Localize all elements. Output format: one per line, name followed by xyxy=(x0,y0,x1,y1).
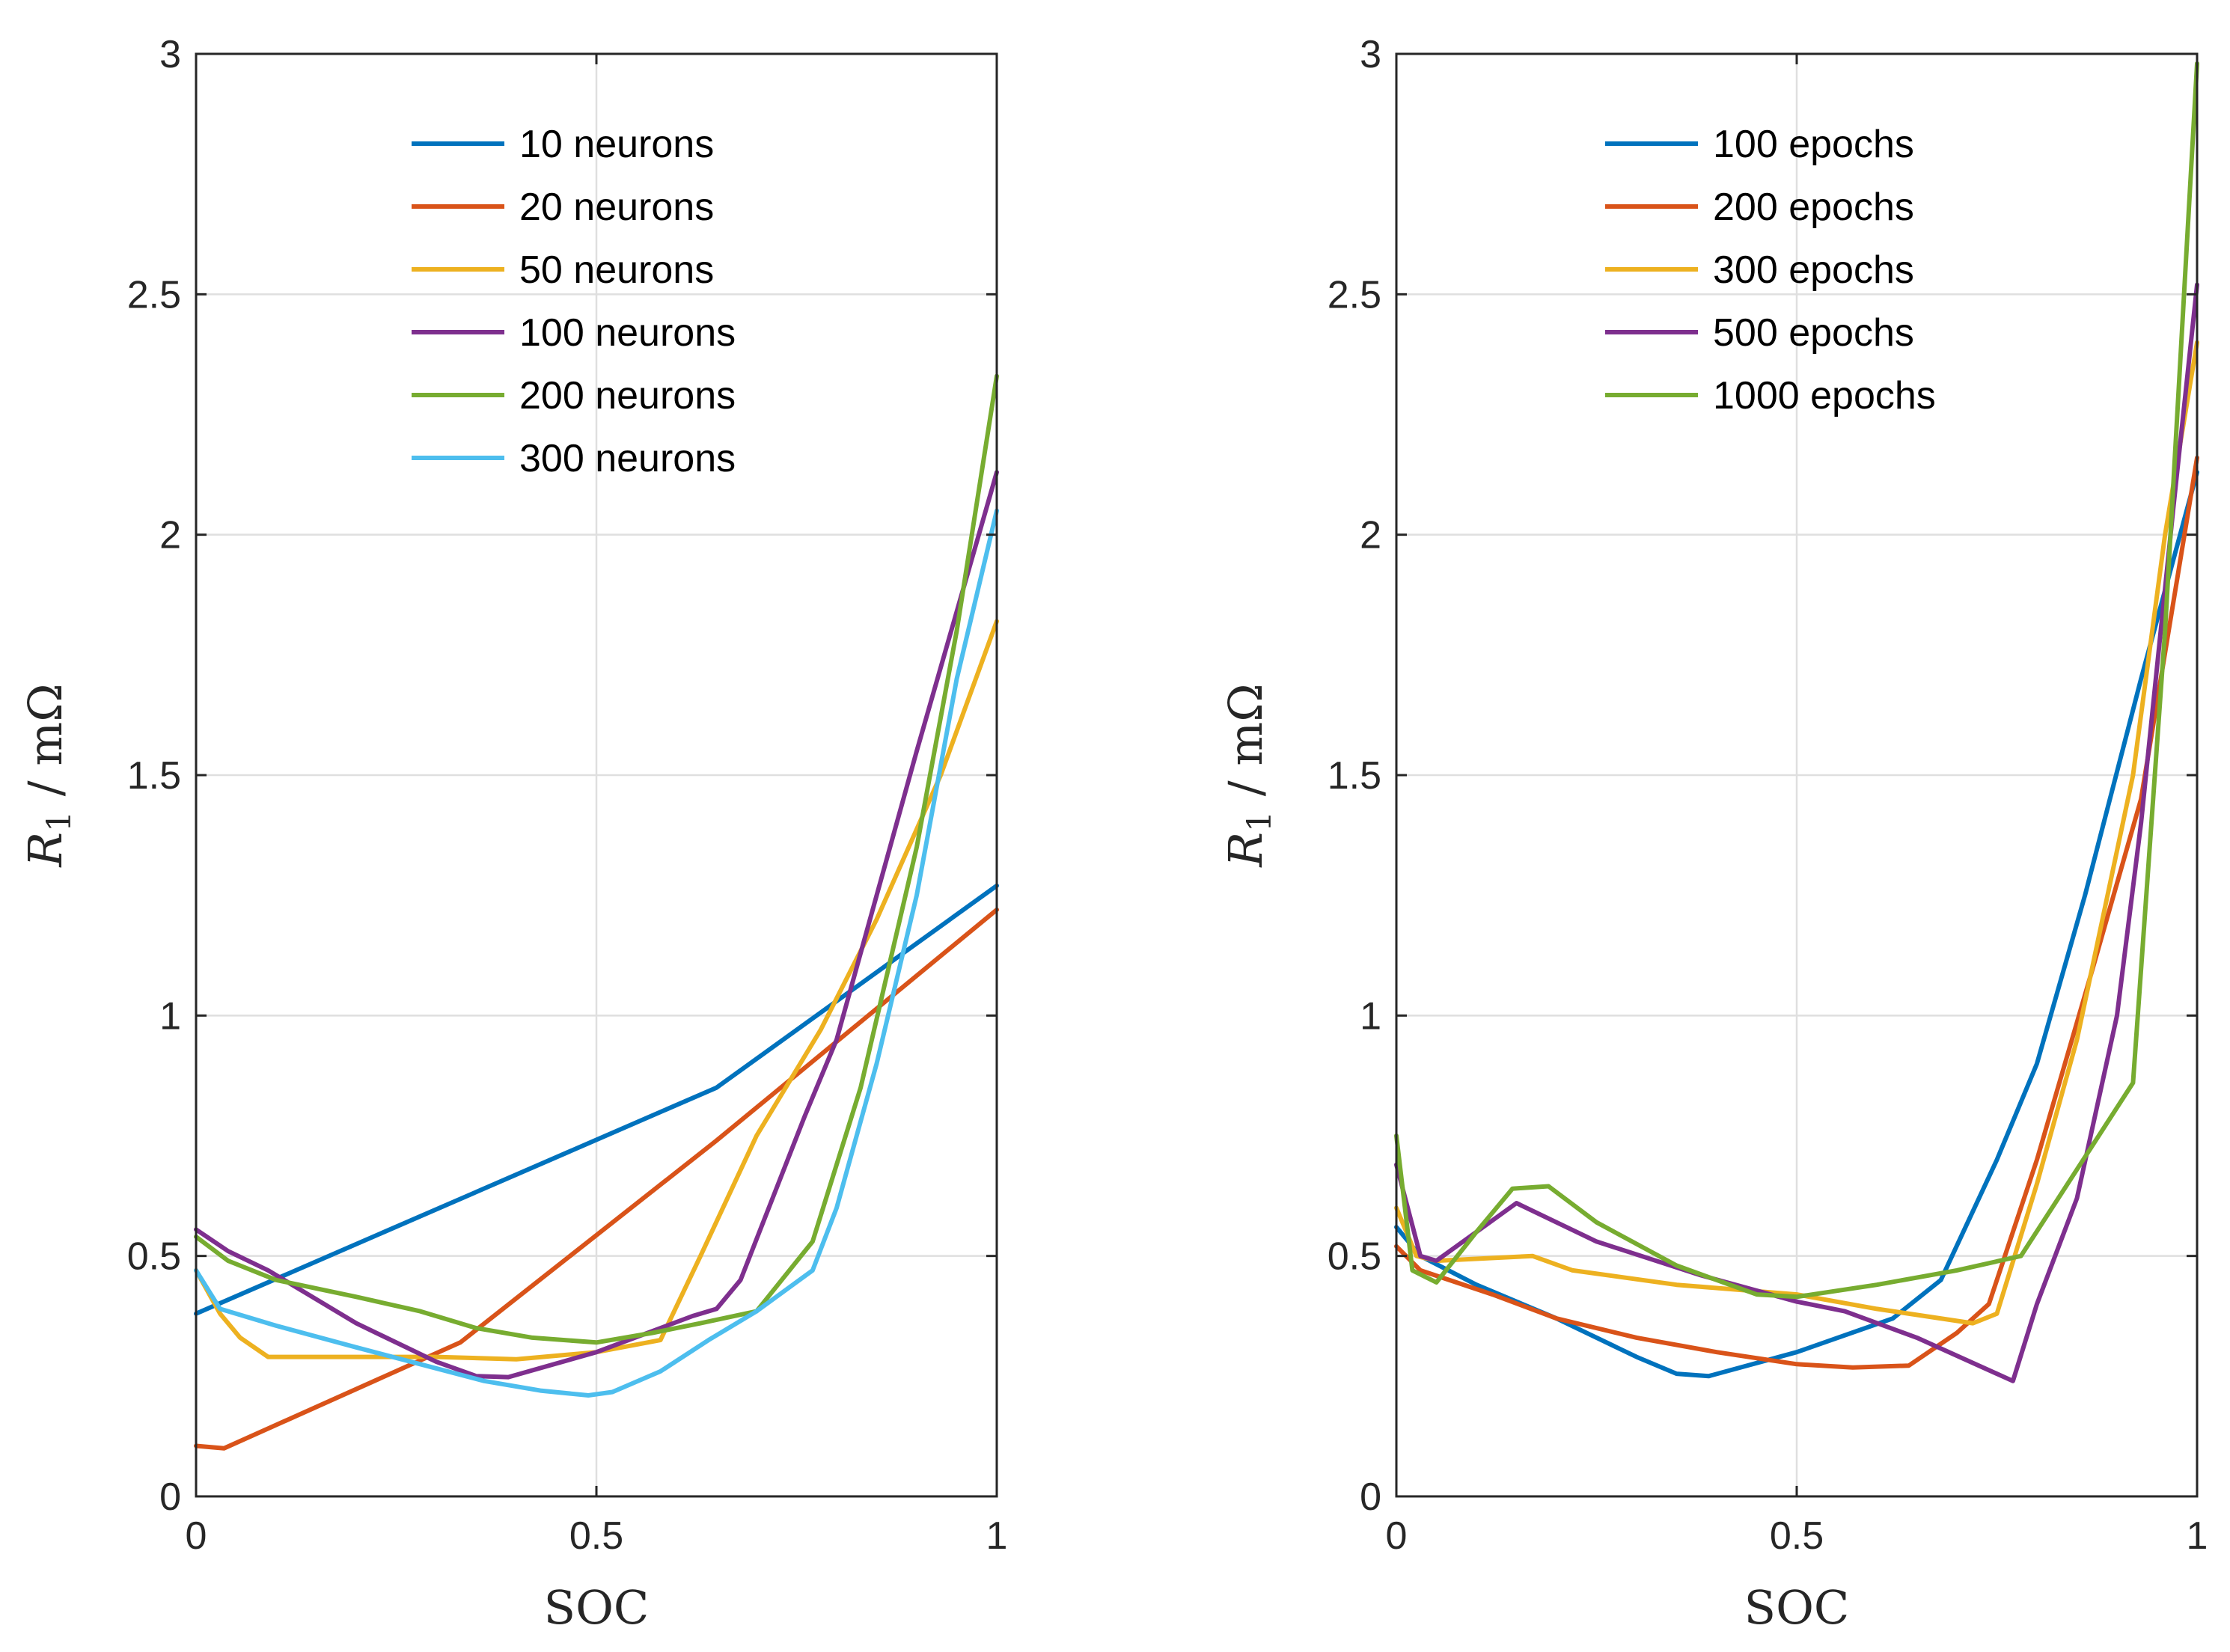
legend-label: 10 neurons xyxy=(519,123,714,166)
y-axis-label-unit: / mΩ xyxy=(18,683,73,811)
y-axis-label: R1 / mΩ xyxy=(18,683,79,867)
series-line-300-neurons xyxy=(194,508,999,1398)
series-line-200-neurons xyxy=(194,373,999,1345)
legend-label: 300 neurons xyxy=(519,437,736,480)
legend-label: 300 epochs xyxy=(1713,248,1914,292)
legend-label: 200 neurons xyxy=(519,374,736,417)
y-tick-label: 2 xyxy=(159,514,181,557)
y-tick-label: 1.5 xyxy=(1328,754,1381,798)
y-axis-label-sub: 1 xyxy=(1241,811,1279,832)
y-axis-label-sub: 1 xyxy=(40,811,79,832)
legend-label: 100 neurons xyxy=(519,311,736,355)
y-tick-label: 0 xyxy=(1360,1475,1381,1519)
x-tick-label: 1 xyxy=(986,1514,1008,1558)
x-axis-label: SOC xyxy=(544,1580,650,1635)
x-tick-label: 0.5 xyxy=(569,1514,623,1558)
x-tick-label: 0 xyxy=(186,1514,207,1558)
y-tick-label: 2.5 xyxy=(127,273,181,316)
legend-label: 200 epochs xyxy=(1713,186,1914,229)
series-line-300-epochs xyxy=(1394,340,2199,1326)
legend-label: 500 epochs xyxy=(1713,311,1914,355)
series-line-1000-epochs xyxy=(1394,61,2199,1300)
legend-label: 50 neurons xyxy=(519,248,714,292)
y-tick-label: 2 xyxy=(1360,514,1381,557)
x-tick-label: 0.5 xyxy=(1770,1514,1824,1558)
y-tick-label: 1.5 xyxy=(127,754,181,798)
x-tick-label: 0 xyxy=(1386,1514,1408,1558)
x-tick-label: 1 xyxy=(2187,1514,2208,1558)
y-axis-label-unit: / mΩ xyxy=(1218,683,1273,811)
y-tick-label: 3 xyxy=(1360,33,1381,76)
y-tick-label: 2.5 xyxy=(1328,273,1381,316)
legend-label: 1000 epochs xyxy=(1713,374,1936,417)
x-axis-label: SOC xyxy=(1744,1580,1850,1635)
series-line-100-epochs xyxy=(1394,470,2199,1379)
legend: 10 neurons 20 neurons 50 neurons 100 neuron… xyxy=(412,123,736,480)
y-tick-label: 3 xyxy=(159,33,181,76)
y-tick-label: 1 xyxy=(159,994,181,1038)
series-line-20-neurons xyxy=(194,907,999,1451)
y-axis-label-main: R xyxy=(1218,832,1273,868)
y-axis-label: R1 / mΩ xyxy=(1218,683,1279,867)
legend-label: 20 neurons xyxy=(519,186,714,229)
y-tick-label: 0.5 xyxy=(1328,1235,1381,1279)
legend: 100 epochs 200 epochs 300 epochs 500 epochs… xyxy=(1605,123,1936,417)
y-tick-label: 0.5 xyxy=(127,1235,181,1279)
legend-label: 100 epochs xyxy=(1713,123,1914,166)
series-line-200-epochs xyxy=(1394,455,2199,1370)
y-tick-label: 1 xyxy=(1360,994,1381,1038)
y-axis-label-main: R xyxy=(18,832,73,868)
y-tick-label: 0 xyxy=(159,1475,181,1519)
